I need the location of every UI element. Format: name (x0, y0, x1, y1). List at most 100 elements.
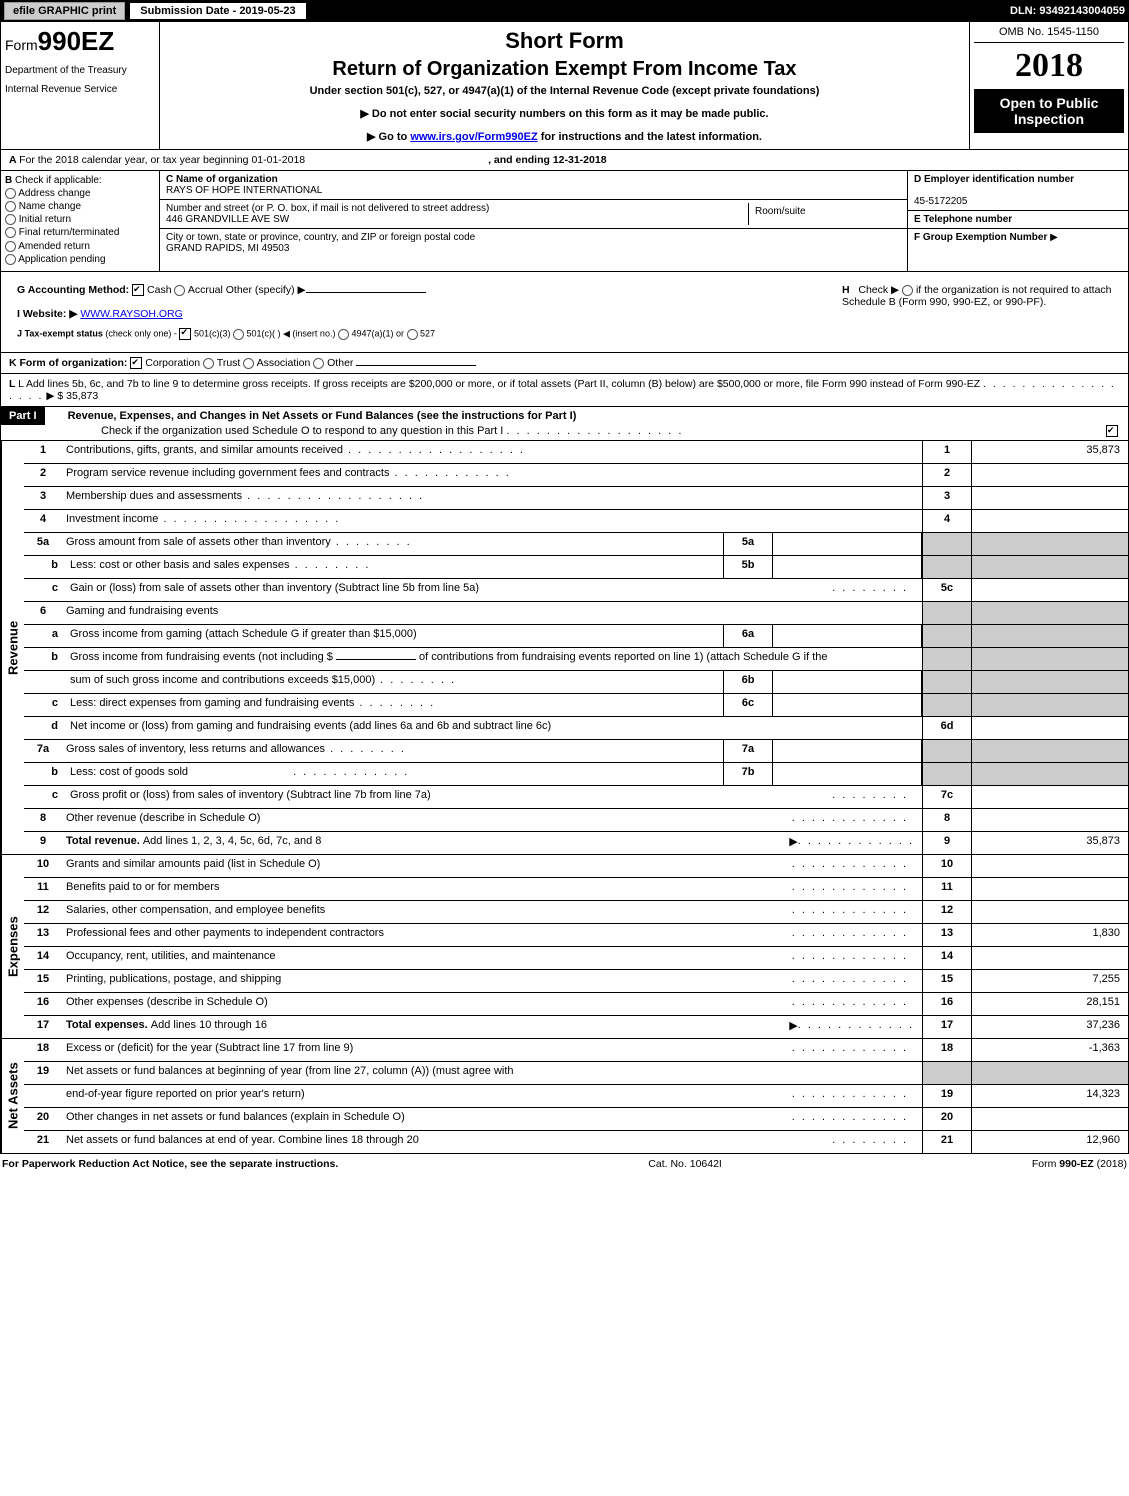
l13-val: 1,830 (971, 924, 1128, 946)
j-label: J Tax-exempt status (17, 328, 103, 338)
ein: 45-5172205 (914, 196, 967, 207)
revenue-section: Revenue 1Contributions, gifts, grants, a… (0, 441, 1129, 855)
l16-rnum: 16 (922, 993, 971, 1015)
l18-num: 18 (24, 1039, 62, 1061)
irs-label: Internal Revenue Service (5, 84, 155, 95)
section-bcd: B Check if applicable: Address change Na… (0, 171, 1129, 272)
l-arrow: ▶ (46, 390, 54, 402)
j-527-radio[interactable] (407, 329, 418, 340)
l7a-desc: Gross sales of inventory, less returns a… (66, 743, 325, 755)
l3-num: 3 (24, 487, 62, 509)
l11-desc: Benefits paid to or for members (66, 881, 219, 893)
l6b-desc2: of contributions from fundraising events… (419, 651, 827, 663)
l10-rnum: 10 (922, 855, 971, 877)
l7a-rval (971, 740, 1128, 762)
l2-val (971, 464, 1128, 486)
l6b-mval (773, 671, 922, 693)
open-to-public: Open to Public Inspection (974, 89, 1124, 133)
accrual-radio[interactable] (174, 285, 185, 296)
website-link[interactable]: WWW.RAYSOH.ORG (80, 308, 182, 320)
efile-print-button[interactable]: efile GRAPHIC print (4, 2, 125, 20)
l20-desc: Other changes in net assets or fund bala… (66, 1111, 405, 1123)
l6b-amount-input[interactable] (336, 659, 416, 660)
h-checkbox[interactable] (902, 285, 913, 296)
j-501c-radio[interactable] (233, 329, 244, 340)
l19-rval-shaded (971, 1062, 1128, 1084)
d-label: D Employer identification number (914, 174, 1074, 185)
l2-desc: Program service revenue including govern… (66, 467, 389, 479)
part1-dots (506, 425, 683, 437)
c-label: C Name of organization (166, 174, 278, 185)
l13-desc: Professional fees and other payments to … (66, 927, 384, 939)
check-name[interactable]: Name change (5, 201, 155, 212)
l7a-mval (773, 740, 922, 762)
l8-desc: Other revenue (describe in Schedule O) (66, 812, 260, 824)
check-name-label: Name change (19, 201, 81, 212)
l1-desc: Contributions, gifts, grants, and simila… (66, 444, 343, 456)
check-amended-label: Amended return (18, 241, 90, 252)
form-number-big: 990EZ (38, 26, 115, 56)
l5b-mnum: 5b (723, 556, 773, 578)
l7b-num: b (24, 763, 66, 785)
org-street: 446 GRANDVILLE AVE SW (166, 214, 289, 225)
form-header: Form990EZ Department of the Treasury Int… (0, 22, 1129, 150)
l7b-rnum (922, 763, 971, 785)
f-label: F Group Exemption Number (914, 232, 1047, 243)
l6b-mnum: 6b (723, 671, 773, 693)
l7a-mnum: 7a (723, 740, 773, 762)
check-amended[interactable]: Amended return (5, 241, 155, 252)
check-final[interactable]: Final return/terminated (5, 227, 155, 238)
l6a-rval (971, 625, 1128, 647)
l5b-mval (773, 556, 922, 578)
goto-link[interactable]: www.irs.gov/Form990EZ (410, 131, 537, 143)
cash-checkbox[interactable] (132, 284, 144, 296)
g-label: G Accounting Method: (17, 284, 129, 296)
cat-no: Cat. No. 10642I (648, 1158, 722, 1170)
l6b2-desc: sum of such gross income and contributio… (70, 674, 375, 686)
form-prefix: Form (5, 37, 38, 53)
l6b2-num (24, 671, 66, 693)
j-4947-radio[interactable] (338, 329, 349, 340)
line-l: L L Add lines 5b, 6c, and 7b to line 9 t… (0, 374, 1129, 407)
line-a-ending: , and ending 12-31-2018 (488, 154, 606, 166)
check-pending[interactable]: Application pending (5, 254, 155, 265)
other-specify-input[interactable] (306, 292, 426, 293)
l19b-rnum: 19 (922, 1085, 971, 1107)
l7b-desc: Less: cost of goods sold (70, 766, 188, 778)
l6bpre-rval (971, 648, 1128, 670)
l4-val (971, 510, 1128, 532)
l17-val: 37,236 (971, 1016, 1128, 1038)
l7c-val (971, 786, 1128, 808)
j-501c3-check[interactable] (179, 328, 191, 340)
accrual-label: Accrual (188, 284, 223, 296)
k-corp-check[interactable] (130, 357, 142, 369)
k-other-radio[interactable] (313, 358, 324, 369)
l12-rnum: 12 (922, 901, 971, 923)
l19-num: 19 (24, 1062, 62, 1084)
l5a-mnum: 5a (723, 533, 773, 555)
l16-val: 28,151 (971, 993, 1128, 1015)
goto-prefix: ▶ Go to (367, 131, 410, 143)
k-assoc-radio[interactable] (243, 358, 254, 369)
check-address[interactable]: Address change (5, 188, 155, 199)
l12-val (971, 901, 1128, 923)
check-address-label: Address change (18, 188, 90, 199)
check-initial[interactable]: Initial return (5, 214, 155, 225)
l21-num: 21 (24, 1131, 62, 1153)
l19-rnum-shaded (922, 1062, 971, 1084)
l7c-rnum: 7c (922, 786, 971, 808)
l4-num: 4 (24, 510, 62, 532)
check-initial-label: Initial return (19, 214, 71, 225)
l3-val (971, 487, 1128, 509)
l15-val: 7,255 (971, 970, 1128, 992)
check-final-label: Final return/terminated (19, 228, 120, 239)
k-other-input[interactable] (356, 365, 476, 366)
k-trust-radio[interactable] (203, 358, 214, 369)
part1-schedule-o-check[interactable] (1106, 425, 1118, 437)
room-suite: Room/suite (748, 203, 901, 225)
l12-num: 12 (24, 901, 62, 923)
l11-val (971, 878, 1128, 900)
k-assoc: Association (257, 357, 311, 369)
l14-val (971, 947, 1128, 969)
under-section: Under section 501(c), 527, or 4947(a)(1)… (166, 85, 963, 97)
